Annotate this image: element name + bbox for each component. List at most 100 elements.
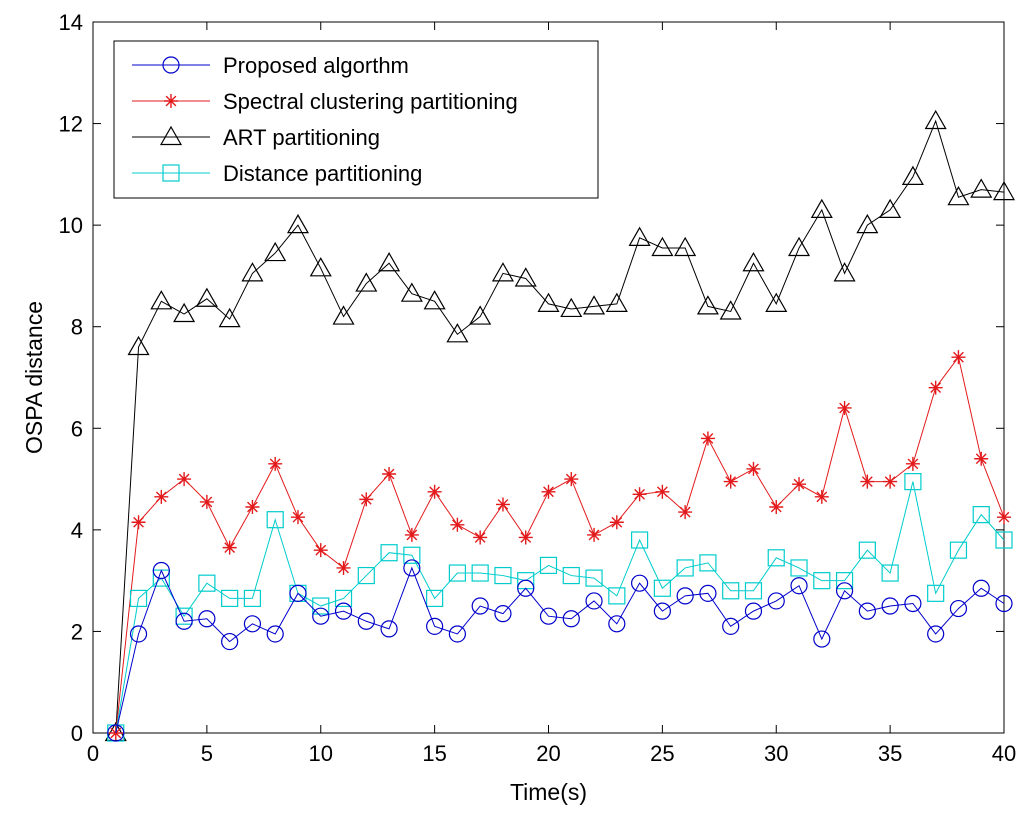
data-point bbox=[883, 474, 898, 489]
data-point bbox=[218, 307, 241, 328]
data-point bbox=[517, 579, 535, 597]
data-point bbox=[450, 517, 465, 532]
legend-box bbox=[113, 40, 599, 199]
y-tick-label: 14 bbox=[59, 10, 83, 35]
data-point bbox=[974, 451, 989, 466]
data-point bbox=[175, 612, 193, 630]
x-tick-label: 15 bbox=[422, 741, 446, 766]
data-point bbox=[949, 599, 968, 618]
x-tick-label: 5 bbox=[201, 741, 213, 766]
data-point bbox=[199, 494, 214, 509]
data-point bbox=[175, 607, 193, 625]
data-point bbox=[448, 564, 466, 582]
data-point bbox=[494, 605, 512, 623]
legend-label: Distance partitioning bbox=[223, 161, 422, 186]
data-point bbox=[928, 380, 943, 395]
data-point bbox=[195, 287, 218, 307]
data-point bbox=[266, 625, 284, 643]
data-point bbox=[608, 615, 626, 633]
y-tick-label: 10 bbox=[59, 213, 83, 238]
data-point bbox=[471, 597, 489, 615]
data-point bbox=[334, 589, 353, 608]
data-point bbox=[904, 594, 922, 613]
data-point bbox=[537, 292, 560, 312]
data-point bbox=[970, 178, 993, 198]
y-tick-label: 12 bbox=[59, 112, 83, 137]
series-2 bbox=[104, 109, 1016, 742]
series-line bbox=[115, 481, 1005, 734]
data-point bbox=[609, 515, 624, 530]
legend-label: Proposed algorthm bbox=[223, 53, 409, 78]
data-point bbox=[587, 527, 602, 542]
data-point bbox=[264, 241, 287, 262]
series-line bbox=[115, 356, 1005, 734]
legend-item: Distance partitioning bbox=[132, 161, 422, 186]
data-point bbox=[767, 592, 785, 610]
data-point bbox=[541, 484, 556, 499]
data-point bbox=[630, 574, 649, 592]
data-point bbox=[221, 589, 239, 608]
data-point bbox=[651, 236, 674, 257]
data-point bbox=[494, 566, 512, 585]
data-point bbox=[469, 305, 492, 325]
data-point bbox=[245, 500, 260, 515]
y-tick-label: 4 bbox=[71, 518, 83, 543]
data-point bbox=[972, 506, 990, 524]
data-point bbox=[995, 531, 1013, 549]
data-point bbox=[491, 262, 514, 282]
data-point bbox=[173, 302, 196, 323]
data-point bbox=[312, 597, 330, 615]
data-point bbox=[833, 262, 856, 282]
data-point bbox=[585, 569, 603, 587]
data-point bbox=[632, 487, 647, 502]
data-point bbox=[332, 305, 355, 325]
x-tick-label: 40 bbox=[992, 741, 1016, 766]
series-layer bbox=[104, 109, 1016, 742]
data-point bbox=[355, 272, 378, 292]
data-point bbox=[879, 198, 902, 219]
data-point bbox=[699, 554, 717, 572]
y-tick-label: 0 bbox=[71, 721, 83, 746]
data-point bbox=[378, 252, 401, 272]
data-point bbox=[722, 582, 740, 600]
data-point bbox=[676, 559, 694, 577]
data-point bbox=[744, 602, 763, 620]
data-point bbox=[835, 572, 854, 590]
data-point bbox=[837, 400, 852, 415]
data-point bbox=[241, 262, 264, 282]
data-point bbox=[995, 594, 1013, 613]
data-point bbox=[765, 292, 788, 312]
data-point bbox=[767, 549, 785, 567]
data-point bbox=[221, 632, 239, 651]
data-point bbox=[992, 180, 1016, 201]
data-point bbox=[696, 295, 719, 315]
data-point bbox=[927, 625, 945, 643]
data-point bbox=[426, 617, 444, 635]
data-point bbox=[198, 610, 216, 628]
data-point bbox=[564, 472, 579, 487]
data-point bbox=[471, 564, 489, 582]
data-point bbox=[357, 612, 375, 630]
legend-item: ART partitioning bbox=[132, 125, 380, 150]
legend-marker bbox=[159, 125, 183, 146]
data-point bbox=[653, 602, 671, 620]
series-line bbox=[115, 119, 1005, 734]
data-point bbox=[835, 582, 854, 600]
data-point bbox=[814, 489, 829, 504]
data-point bbox=[334, 602, 353, 620]
data-point bbox=[949, 541, 968, 559]
data-point bbox=[560, 297, 583, 318]
series-0 bbox=[107, 559, 1013, 742]
legend-marker bbox=[162, 164, 180, 182]
x-tick-label: 35 bbox=[878, 741, 902, 766]
data-point bbox=[972, 579, 990, 597]
data-point bbox=[423, 290, 446, 310]
data-point bbox=[881, 564, 899, 582]
data-point bbox=[198, 574, 216, 592]
data-point bbox=[790, 559, 808, 577]
legend: Proposed algorthm Spectral clustering par… bbox=[113, 40, 599, 199]
data-point bbox=[268, 456, 283, 471]
data-point bbox=[266, 511, 284, 529]
legend-marker bbox=[164, 94, 178, 108]
